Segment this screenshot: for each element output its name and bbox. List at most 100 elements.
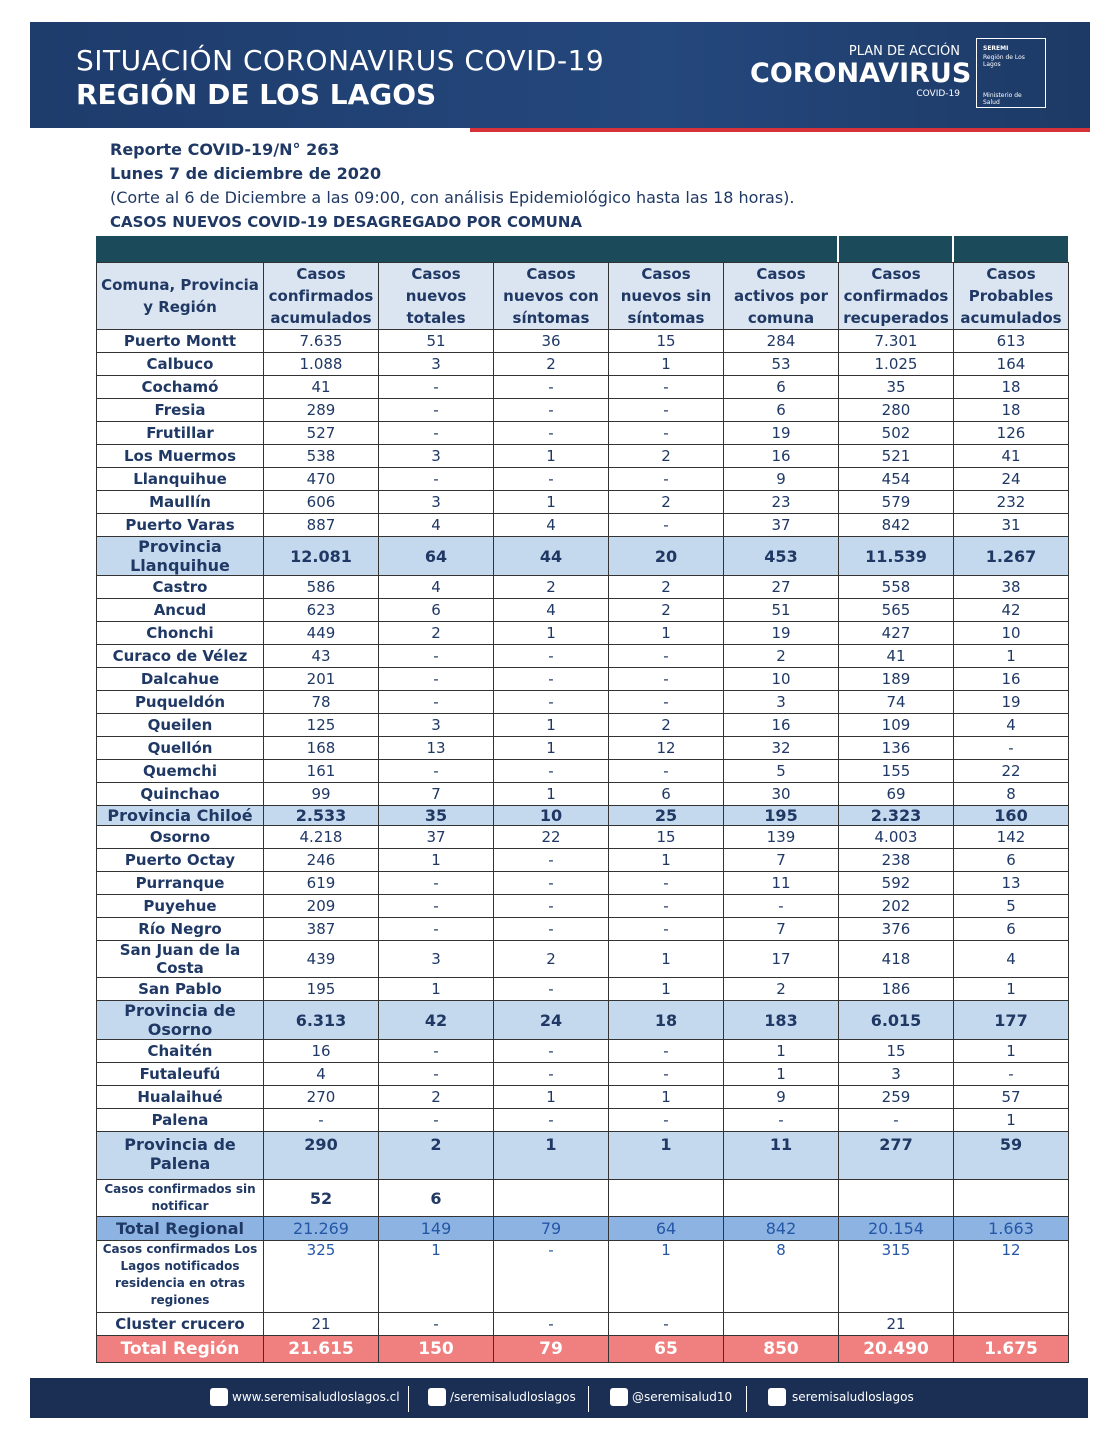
- cell: 64: [378, 536, 494, 576]
- row-label: San Pablo: [96, 977, 264, 1001]
- cell: 38: [953, 575, 1069, 599]
- footer-web[interactable]: www.seremisaludloslagos.cl: [232, 1390, 400, 1404]
- cell: -: [493, 375, 609, 399]
- twitter-icon: [610, 1388, 628, 1406]
- cell: 842: [723, 1216, 839, 1241]
- cell: 11.539: [838, 536, 954, 576]
- cell: 1: [608, 1131, 724, 1180]
- cell: 1.675: [953, 1335, 1069, 1363]
- row-label: Quemchi: [96, 759, 264, 783]
- cases-table: Comuna, Provincia y Región Casos confirma…: [96, 262, 1069, 1363]
- subtitle: REGIÓN DE LOS LAGOS: [76, 78, 437, 111]
- facebook-icon: [428, 1388, 446, 1406]
- cell: 1: [723, 1062, 839, 1086]
- cell: 150: [378, 1335, 494, 1363]
- cell: -: [493, 467, 609, 491]
- table-row: Frutillar 527- - -19 502 126: [96, 421, 1069, 445]
- cell: 59: [953, 1131, 1069, 1180]
- cell: 13: [953, 871, 1069, 895]
- cell: 16: [723, 713, 839, 737]
- cell: 7: [723, 917, 839, 941]
- cell: 10: [953, 621, 1069, 645]
- cell: 277: [838, 1131, 954, 1180]
- row-label: Hualaihué: [96, 1085, 264, 1109]
- cell: 2: [493, 575, 609, 599]
- cell: 3: [378, 940, 494, 978]
- cell: 30: [723, 782, 839, 806]
- row-label: Chaitén: [96, 1039, 264, 1063]
- footer-instagram[interactable]: seremisaludloslagos: [792, 1390, 914, 1404]
- cell: 1: [608, 940, 724, 978]
- cell: 1.025: [838, 352, 954, 376]
- row-label: Cochamó: [96, 375, 264, 399]
- row-label: Osorno: [96, 825, 264, 849]
- cell: 6: [608, 782, 724, 806]
- cell: 439: [263, 940, 379, 978]
- cell: -: [953, 736, 1069, 760]
- cell: 74: [838, 690, 954, 714]
- cell: 2: [608, 444, 724, 468]
- table-row: Provincia de Osorno 6.313 42 24 18 183 6.015 17…: [96, 1000, 1069, 1040]
- report-info: Reporte COVID-19/N° 263 Lunes 7 de dicie…: [110, 138, 795, 234]
- cell: -: [608, 398, 724, 422]
- cell: 19: [953, 690, 1069, 714]
- row-label: Provincia Llanquihue: [96, 536, 264, 576]
- cell: 454: [838, 467, 954, 491]
- table-row: Hualaihué 270 2 1 1 9 259 57: [96, 1085, 1069, 1109]
- cell: [838, 1179, 954, 1217]
- cell: -: [608, 1312, 724, 1336]
- cell: 32: [723, 736, 839, 760]
- cell: [608, 1179, 724, 1217]
- cell: 538: [263, 444, 379, 468]
- cell: 7.301: [838, 329, 954, 353]
- cell: 136: [838, 736, 954, 760]
- cell: -: [378, 1062, 494, 1086]
- row-label: Casos confirmados sin notificar: [96, 1179, 264, 1217]
- row-label: Provincia Chiloé: [96, 805, 264, 826]
- table-row: Calbuco 1.088 3 2 1 53 1.025 164: [96, 352, 1069, 376]
- cell: -: [608, 894, 724, 918]
- cell: -: [493, 1312, 609, 1336]
- cell: 6.313: [263, 1000, 379, 1040]
- cell: 2: [608, 490, 724, 514]
- cell: -: [378, 398, 494, 422]
- cell: 42: [378, 1000, 494, 1040]
- row-label: Quinchao: [96, 782, 264, 806]
- cell: 613: [953, 329, 1069, 353]
- cell: 3: [378, 490, 494, 514]
- ministry-seal: SEREMI Región de Los Lagos Ministerio de…: [976, 38, 1046, 108]
- cell: 195: [263, 977, 379, 1001]
- cell: 79: [493, 1335, 609, 1363]
- table-row: Río Negro 387- - -7 376 6: [96, 917, 1069, 941]
- cell: 65: [608, 1335, 724, 1363]
- cell: -: [378, 917, 494, 941]
- footer-twitter[interactable]: @seremisalud10: [632, 1390, 733, 1404]
- cell: 16: [263, 1039, 379, 1063]
- cell: 1: [608, 1085, 724, 1109]
- cell: -: [493, 759, 609, 783]
- row-label: Río Negro: [96, 917, 264, 941]
- cell: 2: [378, 1085, 494, 1109]
- column-header: Casos confirmados recuperados: [838, 262, 954, 330]
- banner: SITUACIÓN CORONAVIRUS COVID-19 REGIÓN DE…: [30, 22, 1090, 132]
- cell: -: [493, 1240, 609, 1313]
- cell: -: [493, 398, 609, 422]
- table-heading: CASOS NUEVOS COVID-19 DESAGREGADO POR CO…: [110, 213, 583, 231]
- cell: 20: [608, 536, 724, 576]
- cell: 4: [378, 575, 494, 599]
- row-label: Casos confirmados Los Lagos notificados …: [96, 1240, 264, 1313]
- cell: 418: [838, 940, 954, 978]
- cell: 3: [723, 690, 839, 714]
- cell: 887: [263, 513, 379, 537]
- cell: 315: [838, 1240, 954, 1313]
- cell: 2: [723, 977, 839, 1001]
- cell: 2: [608, 713, 724, 737]
- cell: 619: [263, 871, 379, 895]
- footer-facebook[interactable]: /seremisaludloslagos: [450, 1390, 576, 1404]
- table-row: Llanquihue 470- - -9 454 24: [96, 467, 1069, 491]
- cell: 161: [263, 759, 379, 783]
- table-row: Futaleufú 4- - -1 3-: [96, 1062, 1069, 1086]
- cell: -: [378, 467, 494, 491]
- seal-top: SEREMI: [983, 45, 1009, 52]
- cell: 10: [723, 667, 839, 691]
